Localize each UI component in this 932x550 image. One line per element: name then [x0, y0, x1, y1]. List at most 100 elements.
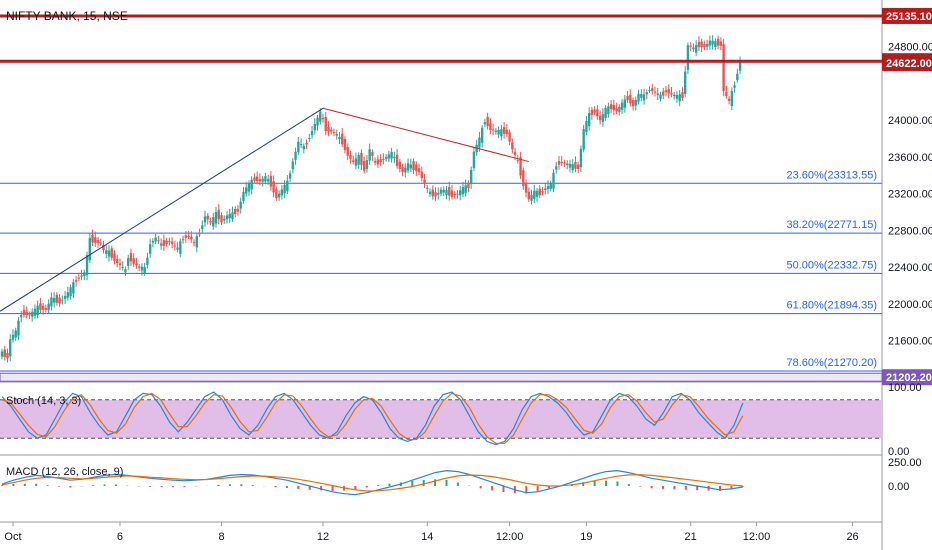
x-tick-label: 21: [685, 531, 697, 543]
candle-body: [288, 173, 292, 179]
candle-body: [450, 190, 454, 197]
candle-body: [640, 94, 643, 98]
candle-body: [55, 294, 59, 303]
candle-body: [431, 189, 434, 197]
candle-body: [83, 272, 86, 276]
candle-body: [502, 127, 506, 134]
candle-body: [206, 215, 209, 220]
candle-body: [683, 71, 687, 94]
candle-body: [727, 98, 731, 101]
candle-body: [557, 161, 561, 165]
candle-body: [354, 158, 358, 166]
candle-body: [461, 186, 465, 195]
candle-body: [623, 99, 627, 108]
candle-body: [58, 297, 61, 304]
candle-body: [472, 151, 476, 169]
candle-body: [393, 156, 396, 159]
candle-body: [36, 305, 39, 316]
price-label: 21202.20: [886, 372, 932, 384]
candle-body: [601, 114, 605, 122]
candle-body: [319, 111, 322, 122]
x-tick-label: 26: [846, 531, 858, 543]
price-axis[interactable]: 24800.00 24000.00 23600.00 23200.00 22800.00…: [4, 7, 932, 543]
fib-label: 78.60%(21270.20): [786, 357, 877, 369]
candle-body: [168, 241, 171, 243]
candle-body: [137, 266, 141, 268]
candle-body: [648, 89, 651, 91]
y-tick-label: 24000.00: [888, 115, 932, 127]
macd-line: [1, 474, 743, 492]
candle-body: [681, 92, 684, 98]
candle-body: [522, 170, 525, 186]
x-tick-label: 8: [218, 531, 224, 543]
candle-body: [341, 133, 344, 145]
candle-body: [483, 122, 487, 125]
candle-body: [618, 107, 621, 112]
candle-body: [434, 192, 437, 197]
candle-body: [620, 102, 624, 110]
candle-body: [349, 155, 352, 159]
macd-pane[interactable]: [1, 469, 744, 496]
candle-body: [637, 93, 640, 102]
candle-body: [148, 244, 152, 254]
candle-body: [401, 167, 404, 172]
candle-body: [297, 141, 300, 153]
candle-body: [568, 163, 572, 168]
candle-body: [225, 215, 229, 220]
candle-body: [607, 106, 610, 115]
fib-label: 38.20%(22771.15): [786, 219, 877, 231]
candle-body: [371, 152, 374, 156]
candle-body: [294, 151, 297, 160]
candle-body: [587, 113, 591, 127]
candle-body: [135, 263, 138, 266]
candle-body: [527, 191, 530, 200]
candle-body: [538, 188, 541, 196]
candle-body: [656, 93, 659, 96]
price-label: 24622.00: [886, 58, 932, 70]
candle-body: [52, 297, 56, 303]
candle-body: [609, 104, 613, 110]
candle-body: [629, 94, 632, 104]
candle-body: [585, 121, 588, 132]
candle-body: [579, 149, 583, 168]
candle-body: [162, 240, 166, 246]
candle-body: [379, 159, 382, 162]
candle-body: [714, 41, 717, 48]
candle-body: [302, 146, 306, 150]
price-pane[interactable]: 23.60%(23313.55) 38.20%(22771.15) 50.00%(2…: [0, 14, 883, 382]
candle-body: [686, 45, 690, 70]
candle-body: [195, 236, 199, 248]
candle-body: [612, 104, 616, 111]
candle-body: [736, 73, 739, 81]
candle-body: [201, 225, 204, 229]
candle-body: [129, 252, 133, 262]
trendline-down: [322, 107, 529, 163]
candle-body: [113, 253, 116, 261]
candle-body: [404, 167, 407, 173]
x-tick-label: 19: [580, 531, 592, 543]
candle-body: [91, 234, 94, 243]
candle-body: [516, 160, 520, 162]
candle-body: [181, 239, 185, 241]
candle-body: [464, 185, 467, 194]
candle-body: [519, 157, 522, 176]
x-tick-label: 12: [317, 531, 329, 543]
candle-body: [365, 160, 369, 169]
candle-body: [264, 176, 267, 182]
candle-body: [615, 108, 618, 112]
stoch-pane[interactable]: [0, 391, 882, 446]
candle-body: [486, 116, 489, 127]
candle-body: [30, 311, 34, 317]
candle-body: [173, 245, 177, 247]
candle-body: [332, 132, 336, 134]
candle-body: [513, 152, 517, 156]
candle-body: [140, 266, 144, 271]
stoch-line: [1, 392, 744, 444]
candle-body: [321, 117, 325, 120]
candle-body: [382, 158, 385, 160]
y-tick-label: 23600.00: [888, 152, 932, 164]
candle-body: [94, 237, 97, 243]
candle-body: [277, 193, 281, 198]
candle-body: [272, 181, 275, 193]
candle-body: [47, 303, 50, 311]
